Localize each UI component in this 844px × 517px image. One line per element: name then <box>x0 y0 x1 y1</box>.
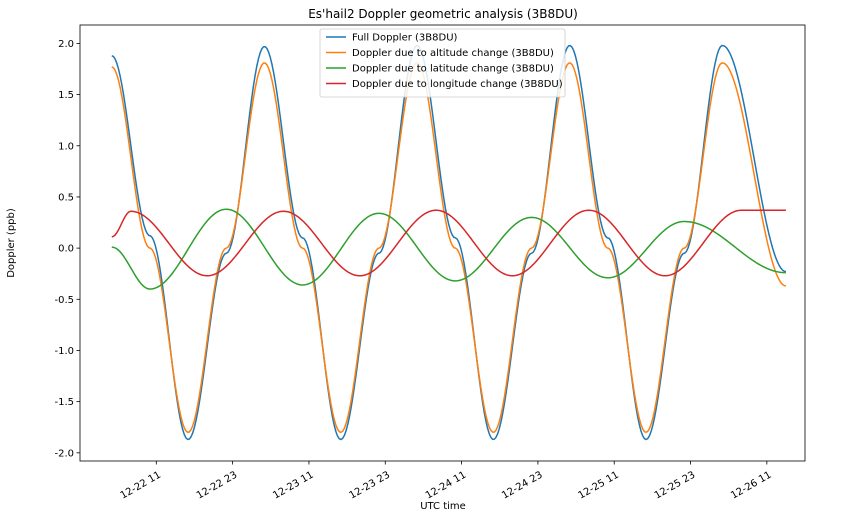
chart-title: Es'hail2 Doppler geometric analysis (3B8… <box>308 7 578 21</box>
x-tick-label: 12-24 11 <box>424 470 468 502</box>
legend: Full Doppler (3B8DU) Doppler due to altit… <box>319 28 566 98</box>
x-tick-label: 12-24 23 <box>500 470 544 502</box>
series-line-3 <box>111 208 786 290</box>
y-tick-label: 0.5 <box>58 192 74 203</box>
x-tick-label: 12-22 23 <box>195 470 239 502</box>
plot-frame <box>79 24 806 462</box>
y-axis: 2.0 1.5 1.0 0.5 0.0 -0.5 -1.0 -1.5 -2.0 <box>54 39 80 459</box>
y-tick-label: -1.5 <box>54 397 74 408</box>
x-tick-label: 12-25 11 <box>576 470 620 502</box>
x-tick-label: 12-25 23 <box>653 470 697 502</box>
legend-label: Full Doppler (3B8DU) <box>352 33 458 44</box>
x-axis: 12-22 11 12-22 23 12-23 11 12-23 23 12-24 11… <box>119 461 774 502</box>
series-line-1 <box>111 44 787 441</box>
series-layer <box>111 44 787 441</box>
y-tick-label: -2.0 <box>54 448 74 459</box>
legend-label: Doppler due to latitude change (3B8DU) <box>352 64 554 75</box>
x-axis-label: UTC time <box>420 501 466 512</box>
legend-label: Doppler due to altitude change (3B8DU) <box>352 48 554 59</box>
y-tick-label: 2.0 <box>58 39 74 50</box>
x-tick-label: 12-23 11 <box>271 470 315 502</box>
series-line-2 <box>111 62 787 434</box>
y-tick-label: -1.0 <box>54 346 74 357</box>
y-tick-label: 0.0 <box>58 244 74 255</box>
legend-label: Doppler due to longitude change (3B8DU) <box>352 79 563 90</box>
y-tick-label: 1.0 <box>58 141 74 152</box>
y-tick-label: -0.5 <box>54 295 74 306</box>
y-tick-label: 1.5 <box>58 90 74 101</box>
x-tick-label: 12-23 23 <box>348 470 392 502</box>
x-tick-label: 12-26 11 <box>729 470 773 502</box>
series-line-4 <box>111 209 786 277</box>
x-tick-label: 12-22 11 <box>119 470 163 502</box>
legend-box <box>319 28 566 98</box>
y-axis-label: Doppler (ppb) <box>6 208 17 278</box>
